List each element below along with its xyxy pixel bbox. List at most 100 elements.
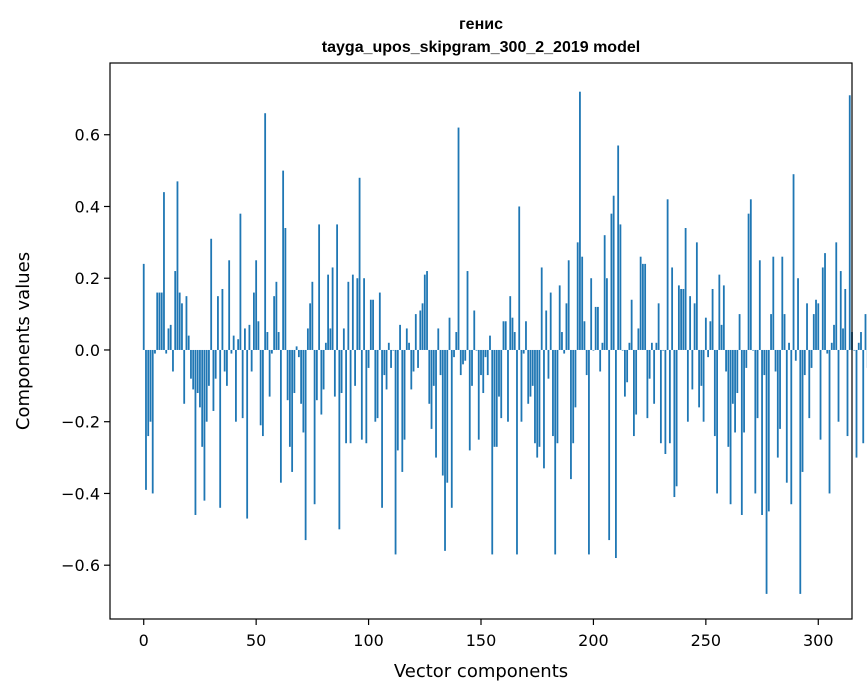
bar-272 bbox=[754, 349, 757, 494]
bar-150 bbox=[480, 349, 482, 376]
bar-36 bbox=[223, 349, 226, 372]
bar-43 bbox=[239, 213, 242, 350]
y-axis-label: Components values bbox=[13, 252, 34, 430]
bar-49 bbox=[253, 292, 255, 350]
bar-266 bbox=[740, 349, 743, 515]
bar-280 bbox=[772, 256, 775, 350]
bar-96 bbox=[358, 177, 361, 350]
bar-230 bbox=[659, 349, 662, 444]
bar-129 bbox=[432, 349, 435, 386]
bar-28 bbox=[205, 349, 208, 422]
bar-173 bbox=[531, 349, 534, 386]
bar-11 bbox=[167, 328, 170, 350]
bar-214 bbox=[624, 349, 626, 397]
bar-30 bbox=[210, 238, 213, 350]
bar-254 bbox=[713, 349, 716, 437]
bar-124 bbox=[421, 303, 424, 350]
bar-118 bbox=[408, 342, 410, 350]
bar-288 bbox=[790, 349, 793, 505]
bar-194 bbox=[579, 91, 581, 350]
bar-112 bbox=[394, 349, 397, 555]
bar-176 bbox=[538, 349, 541, 447]
bars bbox=[142, 91, 867, 594]
bar-220 bbox=[637, 328, 640, 350]
bar-87 bbox=[338, 349, 341, 530]
bar-255 bbox=[716, 349, 718, 494]
bar-209 bbox=[612, 195, 615, 350]
bar-252 bbox=[709, 321, 712, 350]
bar-296 bbox=[808, 349, 811, 419]
bar-195 bbox=[581, 256, 584, 350]
bar-41 bbox=[235, 349, 237, 422]
bar-33 bbox=[217, 296, 219, 350]
bar-70 bbox=[300, 349, 303, 404]
bar-284 bbox=[781, 256, 784, 350]
bar-151 bbox=[482, 349, 485, 394]
bar-182 bbox=[552, 349, 554, 437]
bar-304 bbox=[826, 349, 829, 354]
bar-273 bbox=[756, 349, 759, 419]
bar-249 bbox=[702, 349, 705, 422]
bar-32 bbox=[214, 349, 217, 379]
bar-48 bbox=[250, 349, 253, 372]
bar-186 bbox=[561, 332, 563, 350]
bar-257 bbox=[720, 324, 723, 350]
bar-184 bbox=[556, 349, 559, 444]
bar-47 bbox=[248, 324, 251, 350]
bar-8 bbox=[160, 292, 163, 350]
bar-234 bbox=[668, 349, 671, 444]
bar-167 bbox=[518, 206, 521, 350]
bar-154 bbox=[489, 335, 491, 350]
bar-6 bbox=[156, 292, 159, 350]
bar-228 bbox=[655, 342, 658, 350]
y-tick-label: 0.2 bbox=[75, 269, 100, 288]
bar-98 bbox=[363, 278, 365, 350]
bar-52 bbox=[259, 349, 262, 426]
x-tick-label: 50 bbox=[246, 631, 266, 650]
bar-94 bbox=[354, 349, 356, 386]
bar-238 bbox=[677, 285, 680, 350]
bar-264 bbox=[736, 349, 739, 394]
bar-179 bbox=[545, 310, 548, 350]
bar-317 bbox=[855, 349, 858, 458]
bar-215 bbox=[626, 349, 629, 383]
bar-314 bbox=[848, 95, 851, 350]
bar-305 bbox=[828, 349, 831, 494]
bar-227 bbox=[653, 349, 656, 404]
bar-309 bbox=[837, 349, 840, 422]
y-tick-label: −0.6 bbox=[61, 556, 100, 575]
bar-267 bbox=[743, 349, 745, 433]
bar-200 bbox=[592, 349, 595, 351]
bar-165 bbox=[513, 332, 516, 350]
bar-281 bbox=[774, 349, 777, 372]
bar-201 bbox=[594, 306, 597, 350]
bar-126 bbox=[426, 271, 428, 350]
bar-85 bbox=[333, 349, 336, 397]
bar-122 bbox=[417, 349, 419, 368]
bar-0 bbox=[142, 263, 145, 350]
bar-9 bbox=[163, 192, 165, 350]
bar-102 bbox=[372, 299, 374, 350]
bar-275 bbox=[761, 349, 763, 515]
bar-84 bbox=[331, 267, 334, 350]
bar-319 bbox=[860, 332, 862, 350]
bar-226 bbox=[650, 342, 653, 350]
bar-190 bbox=[570, 349, 572, 480]
bar-295 bbox=[806, 303, 808, 350]
bar-202 bbox=[597, 306, 599, 350]
bar-192 bbox=[574, 349, 577, 408]
bar-161 bbox=[504, 321, 507, 350]
bar-253 bbox=[711, 288, 714, 350]
bar-127 bbox=[428, 349, 431, 404]
bar-282 bbox=[776, 349, 779, 458]
bar-65 bbox=[288, 349, 291, 447]
bar-156 bbox=[493, 349, 496, 447]
bar-130 bbox=[435, 349, 437, 458]
bar-169 bbox=[522, 349, 525, 354]
bar-247 bbox=[698, 349, 700, 408]
bar-289 bbox=[792, 174, 795, 350]
bar-189 bbox=[567, 260, 570, 350]
x-tick-label: 150 bbox=[466, 631, 497, 650]
bar-24 bbox=[196, 349, 199, 394]
bar-291 bbox=[797, 278, 799, 350]
